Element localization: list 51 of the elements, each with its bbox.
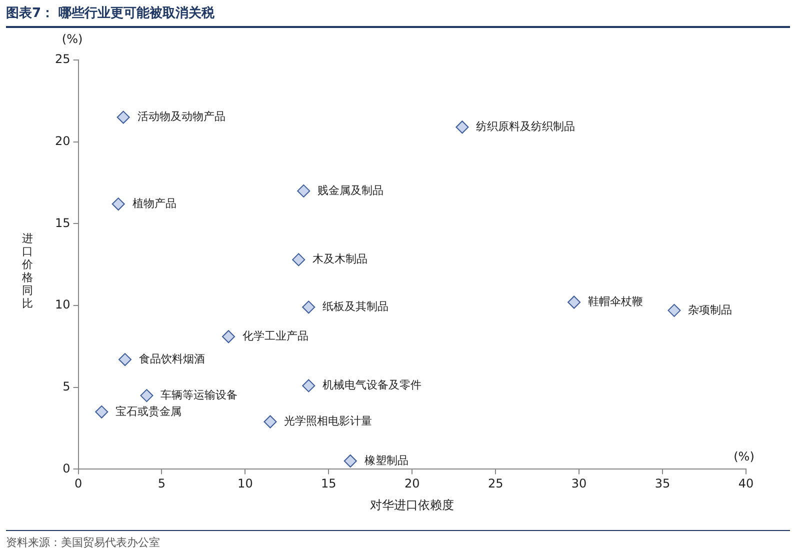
x-tick-label: 30 [571,476,587,491]
point [292,253,306,266]
point [95,405,108,418]
annotation: 贱金属及制品 [318,184,384,197]
annotation: 木及木制品 [312,252,368,266]
point [302,300,316,314]
point [222,330,236,344]
y-tick-label: 10 [54,298,70,312]
y-tick-label: 0 [62,461,70,476]
chart-title: 图表7： 哪些行业更可能被取消关税 [6,4,790,28]
annotation: 鞋帽伞杖鞭 [588,295,644,308]
x-tick-label: 15 [321,476,336,491]
x-tick-label: 20 [404,476,420,491]
point [116,110,130,124]
annotation: 橡塑制品 [364,454,408,467]
annotation: (%) [734,449,754,464]
point [344,454,357,468]
point [112,198,125,211]
point [456,120,469,134]
y-tick-label: 5 [62,379,70,394]
annotation: 纸板及其制品 [322,300,389,314]
y-tick-label: 15 [54,216,70,230]
x-tick-label: 25 [488,476,504,491]
point [297,184,310,198]
y-tick-label: 20 [54,134,70,148]
annotation: 化学工业产品 [242,329,309,342]
x-tick-label: 10 [238,476,253,491]
x-axis-title: 对华进口依赖度 [370,498,454,512]
annotation: 植物产品 [132,196,176,210]
point [118,353,132,366]
point [264,415,277,428]
y-axis-title: 进口价格同比 [22,232,34,310]
x-tick-label: 5 [158,476,166,491]
annotation: 车辆等运输设备 [160,388,238,402]
y-tick-label: 25 [54,52,70,66]
text: 资料来源：美国贸易代表办公室 [6,530,790,550]
x-tick-label: 0 [74,476,82,491]
annotation: 杂项制品 [688,303,732,316]
x-tick-label: 35 [654,476,670,491]
annotation: 机械电气设备及零件 [322,378,422,392]
point [568,296,581,309]
annotation: 食品饮料烟酒 [139,352,206,366]
annotation: 光学照相电影计量 [284,414,372,428]
annotation: 活动物及动物产品 [137,110,226,124]
point [668,304,681,317]
annotation: 纺织原料及纺织制品 [476,120,576,133]
text: (%) [62,32,83,46]
x-tick-label: 40 [738,476,754,491]
point [140,389,154,402]
annotation: 宝石或贵金属 [116,404,182,418]
point [302,379,316,392]
